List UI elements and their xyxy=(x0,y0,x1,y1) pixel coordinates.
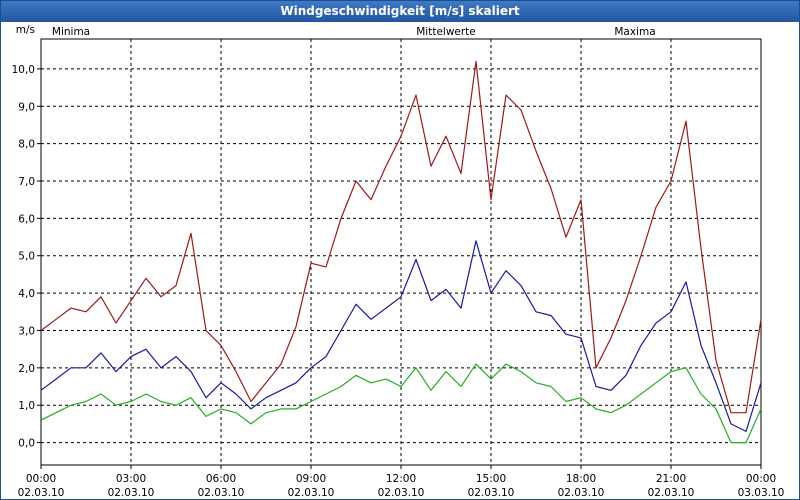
y-tick-label: 7,0 xyxy=(18,176,35,188)
y-tick-label: 6,0 xyxy=(18,213,35,225)
chart-canvas: 0,0 1,0 2,0 3,0 4,0 5,0 6,0 7,0 8,0 9,0 10,0 00:00 0… xyxy=(12,24,785,499)
x-tick-time: 00:00 xyxy=(746,473,776,485)
x-tick-date: 02.03.10 xyxy=(288,487,335,499)
y-tick-label: 3,0 xyxy=(18,325,35,337)
y-tick-label: 4,0 xyxy=(18,288,35,300)
y-tick-label: 0,0 xyxy=(18,438,35,450)
y-tick-label: 5,0 xyxy=(18,251,35,263)
x-tick-date: 02.03.10 xyxy=(198,487,245,499)
legend-maxima: Maxima xyxy=(614,26,655,38)
y-tick-label: 9,0 xyxy=(18,101,35,113)
x-tick-time: 06:00 xyxy=(206,473,236,485)
series-maxima-line xyxy=(40,60,762,414)
window-title: Windgeschwindigkeit [m/s] skaliert xyxy=(1,1,799,22)
x-tick-date: 02.03.10 xyxy=(648,487,695,499)
plot-area-frame xyxy=(40,38,762,466)
x-tick-time: 03:00 xyxy=(116,473,146,485)
x-tick-date: 03.03.10 xyxy=(738,487,785,499)
x-tick-date: 02.03.10 xyxy=(558,487,605,499)
legend-mittelwerte: Mittelwerte xyxy=(416,26,476,38)
x-tick-time: 21:00 xyxy=(656,473,686,485)
x-tick-time: 09:00 xyxy=(296,473,326,485)
x-tick-date: 02.03.10 xyxy=(108,487,155,499)
y-axis-label: m/s xyxy=(16,24,35,36)
x-tick-date: 02.03.10 xyxy=(468,487,515,499)
series-minima-line xyxy=(40,363,762,444)
x-tick-time: 15:00 xyxy=(476,473,506,485)
x-tick-time: 18:00 xyxy=(566,473,596,485)
series-mittelwerte-line xyxy=(40,240,762,432)
x-tick-date: 02.03.10 xyxy=(18,487,65,499)
x-tick-time: 00:00 xyxy=(26,473,56,485)
y-tick-label: 1,0 xyxy=(18,400,35,412)
y-tick-label: 2,0 xyxy=(18,363,35,375)
legend-minima: Minima xyxy=(52,26,90,38)
y-tick-label: 10,0 xyxy=(12,64,35,76)
x-tick-date: 02.03.10 xyxy=(378,487,425,499)
x-tick-time: 12:00 xyxy=(386,473,416,485)
y-tick-label: 8,0 xyxy=(18,139,35,151)
